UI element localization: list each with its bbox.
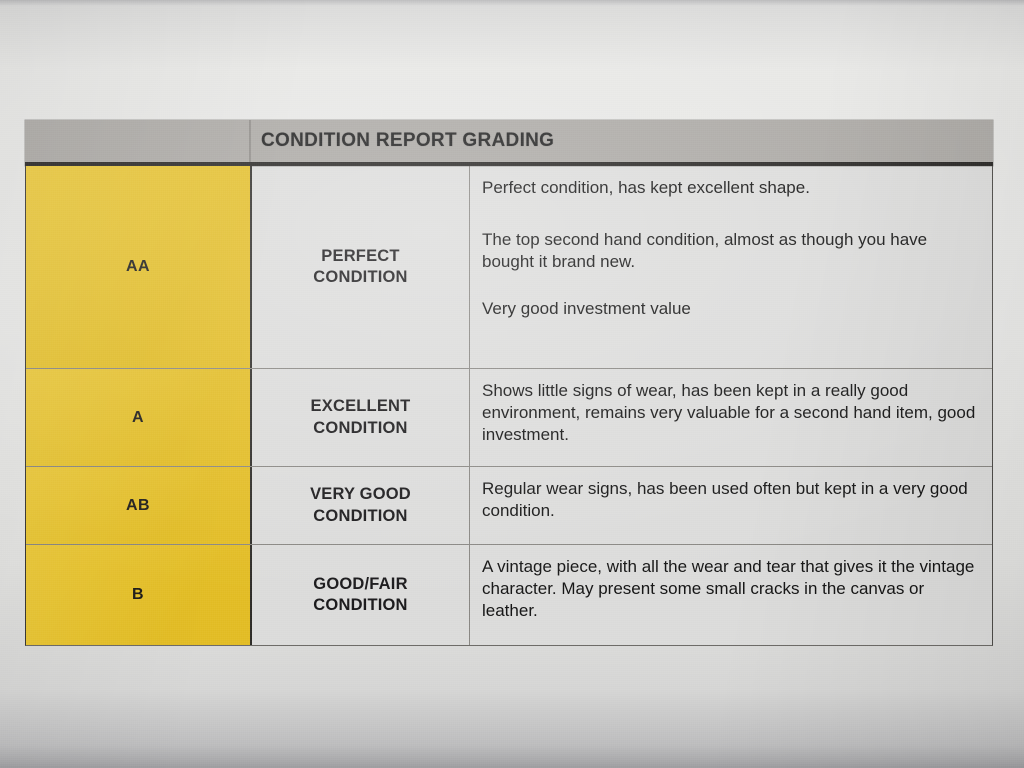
table-row: A EXCELLENT CONDITION Shows little signs… xyxy=(26,369,992,467)
condition-report-grading-table: CONDITION REPORT GRADING AA PERFECT COND… xyxy=(25,120,993,646)
condition-name-line1: VERY GOOD xyxy=(310,485,411,504)
description-cell: Shows little signs of wear, has been kep… xyxy=(470,369,992,466)
table-header-band: CONDITION REPORT GRADING xyxy=(25,120,993,166)
condition-name-cell: VERY GOOD CONDITION xyxy=(252,467,470,544)
condition-name-line1: EXCELLENT xyxy=(310,397,411,416)
grade-cell: AB xyxy=(26,467,252,544)
description-paragraph: A vintage piece, with all the wear and t… xyxy=(482,557,975,620)
description-cell: Regular wear signs, has been used often … xyxy=(470,467,992,544)
grade-label: AB xyxy=(126,496,150,514)
grade-label: A xyxy=(132,408,144,426)
description-paragraph: Perfect condition, has kept excellent sh… xyxy=(482,178,810,197)
grade-label: B xyxy=(132,586,144,603)
condition-name-cell: EXCELLENT CONDITION xyxy=(252,369,470,466)
table-row: AA PERFECT CONDITION Perfect condition, … xyxy=(26,166,992,369)
page-title: CONDITION REPORT GRADING xyxy=(261,130,555,151)
table-row: AB VERY GOOD CONDITION Regular wear sign… xyxy=(26,467,992,545)
description-paragraph: Shows little signs of wear, has been kep… xyxy=(482,381,976,444)
grade-cell: AA xyxy=(26,166,252,368)
condition-name-line1: GOOD/FAIR xyxy=(313,574,408,593)
grade-label: AA xyxy=(126,258,150,275)
table-row: B GOOD/FAIR CONDITION A vintage piece, w… xyxy=(26,545,992,645)
condition-name-line2: CONDITION xyxy=(313,268,408,286)
table-body: AA PERFECT CONDITION Perfect condition, … xyxy=(25,166,993,646)
description-paragraph: Very good investment value xyxy=(482,299,691,319)
description-paragraph: Regular wear signs, has been used often … xyxy=(482,479,968,520)
description-paragraph: The top second hand condition, almost as… xyxy=(482,229,928,271)
condition-name-cell: GOOD/FAIR CONDITION xyxy=(252,545,470,645)
description-cell: Perfect condition, has kept excellent sh… xyxy=(470,166,992,368)
condition-name-cell: PERFECT CONDITION xyxy=(252,166,470,368)
description-cell: A vintage piece, with all the wear and t… xyxy=(470,545,992,645)
header-column-divider xyxy=(249,120,251,162)
grade-cell: A xyxy=(26,369,252,466)
condition-name-line1: PERFECT xyxy=(321,246,400,265)
grade-cell: B xyxy=(26,545,252,645)
condition-name-line2: CONDITION xyxy=(313,506,408,525)
condition-name-line2: CONDITION xyxy=(313,418,408,437)
condition-name-line2: CONDITION xyxy=(313,596,408,614)
